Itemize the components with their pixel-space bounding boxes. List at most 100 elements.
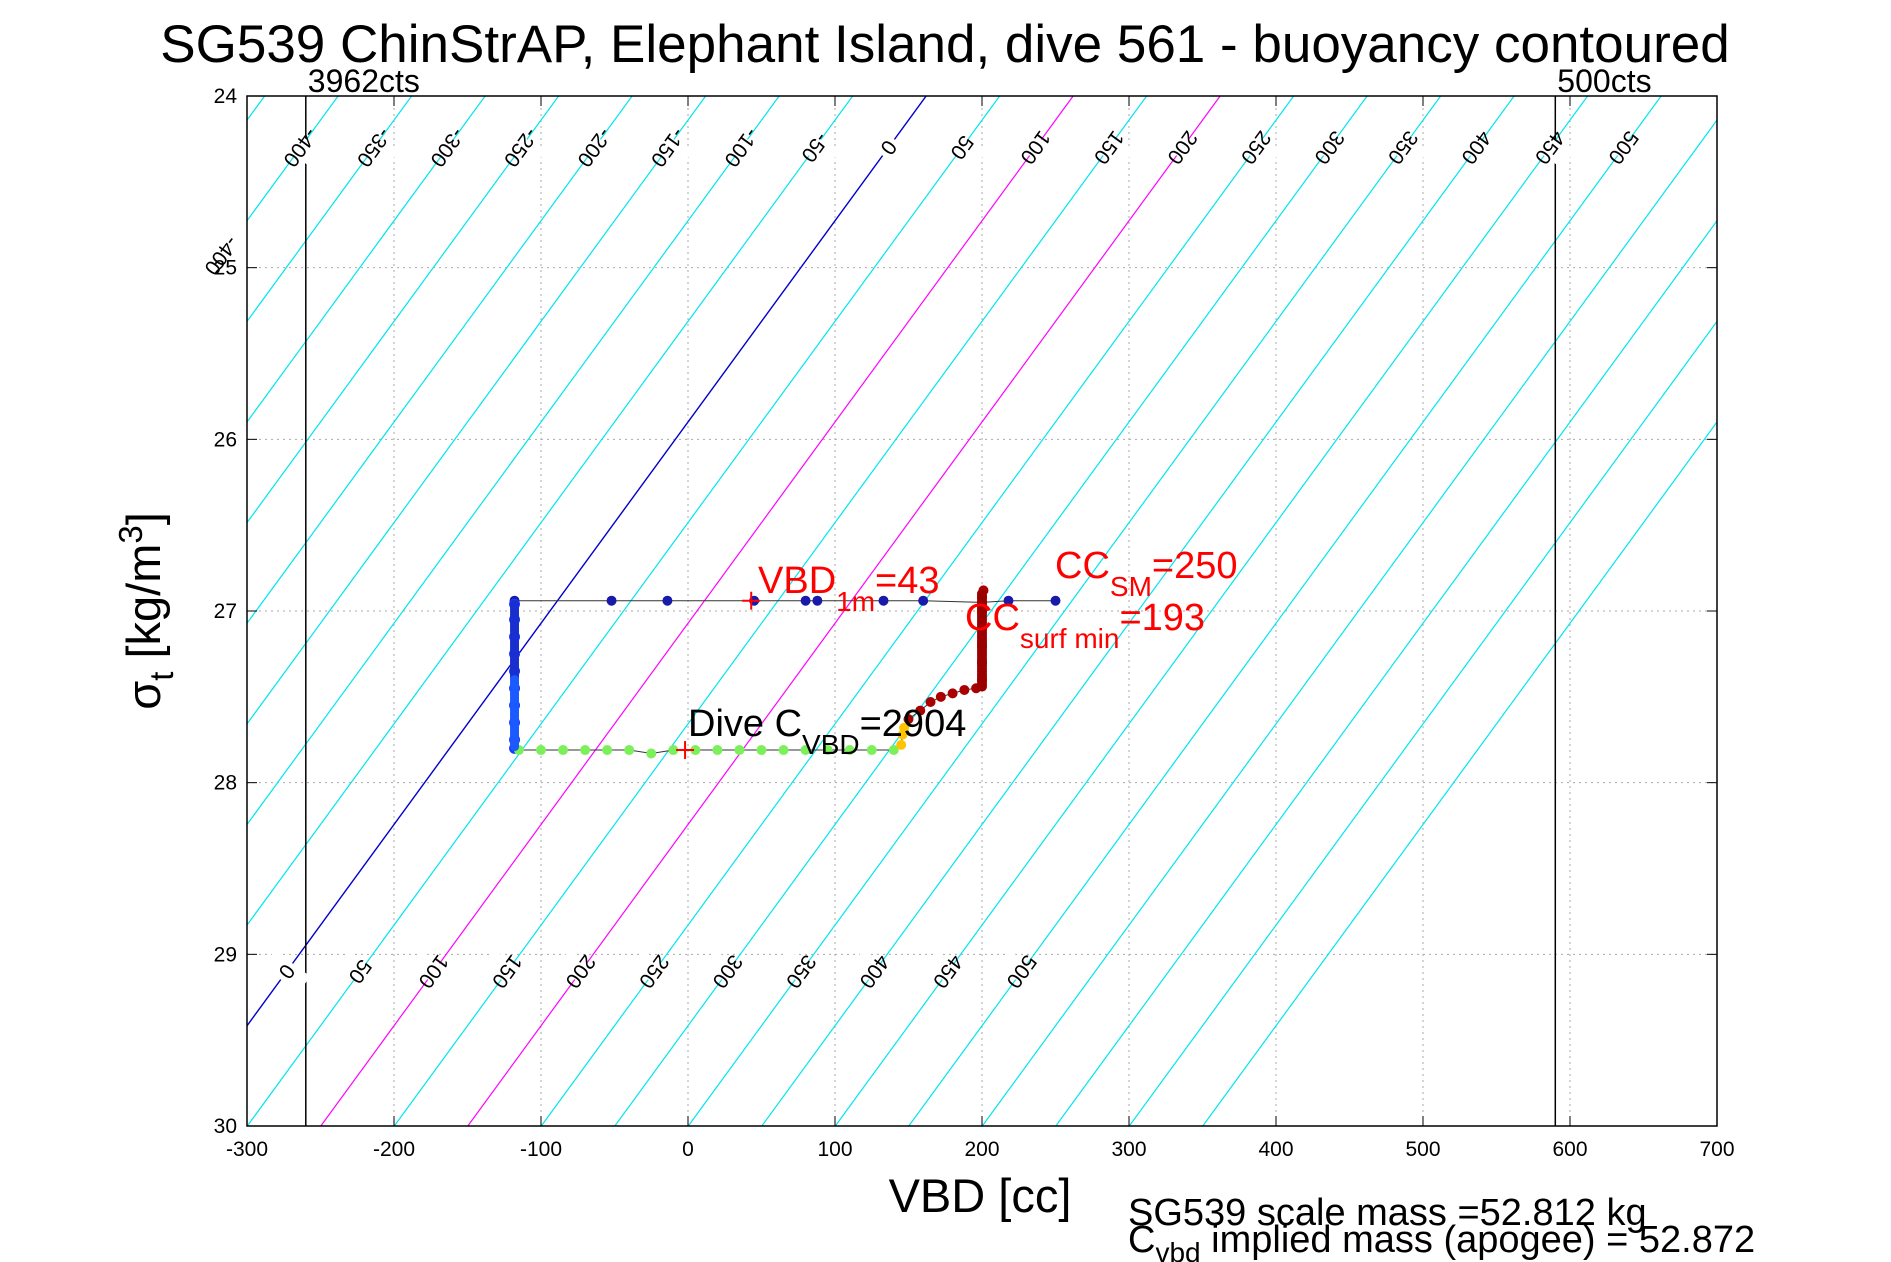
y-label-close: ] [117,512,170,525]
count-line-label: 3962cts [308,63,420,99]
data-point-ascent [903,714,914,725]
contour-line [540,96,1295,1126]
data-point-bottom [646,748,657,759]
contour-line [393,96,1148,1126]
contour-label-bg [350,126,398,169]
chart-title: SG539 ChinStrAP, Elephant Island, dive 5… [160,15,1729,74]
annotation-cc-sm-sub: SM [1110,571,1152,602]
contour-label-bg [1158,126,1207,169]
contour-line [0,96,44,1126]
data-point-descent-surface [800,595,811,606]
annotation-cc-surf-sub: surf min [1020,623,1120,654]
x-tick-label: 600 [1552,1138,1587,1161]
data-point-bottom [624,745,635,756]
contour-label-bg [1085,126,1133,169]
x-tick-label: -300 [226,1138,268,1161]
contour-label-bg [1526,126,1574,169]
contour-line [247,96,927,1027]
footer-scale-mass: SG539 scale mass =52.812 kg [1128,1192,1647,1234]
data-point-bottom [602,745,613,756]
contour-line [834,96,1589,1126]
count-line-label: 500cts [1557,63,1651,99]
contour-label-bg [644,126,692,169]
annotation-cc-sm-main: CC [1055,545,1110,587]
contour-line [247,96,560,524]
data-point-bottom [822,745,833,756]
data-point-descent-surface [812,595,823,606]
data-point-bottom [580,745,591,756]
y-tick-label: 25 [214,257,237,280]
x-tick-label: 300 [1111,1138,1146,1161]
data-point-bottom [800,745,811,756]
annotations: VBD1m=43 CCSM=250 CCsurf min=193 Dive CV… [688,545,1237,760]
y-label-sup: 3 [112,525,149,543]
contour-line [247,96,413,323]
annotation-cc-surf-min: CCsurf min=193 [965,597,1205,654]
contour-line [1202,421,1717,1126]
markers [676,591,761,760]
contour-label-bg [336,950,384,993]
contour-label-bg [483,950,531,993]
data-point-bottom [756,745,767,756]
contour-label-bg [497,126,545,169]
contour-line [761,96,1515,1126]
axis-ticks: -300 -200 -100 0 100 200 300 400 500 600 700 24 25 26… [214,85,1735,1161]
contour-label-bg [423,126,472,169]
annotation-cc-surf-main: CC [965,597,1020,639]
y-tick-label: 30 [214,1115,237,1138]
x-tick-label: 200 [964,1138,999,1161]
contour-label-bg [1379,126,1427,169]
contour-label-bg [717,126,766,169]
x-tick-label: 100 [817,1138,852,1161]
contour-labels: -400 -350 -300 -250 -200 -150 -100 -50 0 50 100 150… [199,123,1648,993]
annotation-cc-sm-value: =250 [1152,545,1238,587]
footer-cvbd-sub: vbd [1155,1237,1200,1262]
data-point-bottom [844,745,855,756]
contour-line [247,96,486,424]
contour-label-bg [409,950,458,993]
contour-line [687,96,1442,1126]
contour-label-bg [276,126,325,169]
contour-label-bg [1452,126,1501,169]
footer-implied-mass: Cvbd implied mass (apogee) = 52.872 [1128,1219,1755,1262]
annotation-vbd1m-value: =43 [875,560,939,602]
data-point-ascent [915,705,926,716]
contour-label-bg [938,126,986,169]
data-point-descent-surface [662,595,673,606]
data-point-bottom [712,745,723,756]
y-tick-label: 26 [214,428,237,451]
y-tick-label: 28 [214,772,237,795]
y-label-sigma: σ [117,681,170,710]
annotation-cc-surf-value: =193 [1119,597,1205,639]
contour-line [247,96,1001,1126]
contour-label-bg [1011,126,1060,169]
data-point-ascent-fill [977,681,987,692]
contour-label-bg [850,950,899,993]
y-label-sub: t [143,672,180,681]
contour-line [320,96,1074,1126]
data-point-ascent-yellow [899,722,910,733]
annotation-vbd1m: VBD1m=43 [758,560,940,617]
x-tick-label: 500 [1405,1138,1440,1161]
contour-label-bg [1305,126,1354,169]
count-lines: 3962cts 500cts [305,63,1652,1126]
y-axis-label: σt [kg/m3] [112,512,180,710]
x-tick-label: 400 [1258,1138,1293,1161]
data-point-ascent [935,691,946,702]
contour-line [614,96,1368,1126]
contour-line [247,96,633,625]
data-point-bottom [778,745,789,756]
x-axis-label: VBD [cc] [889,1169,1072,1222]
contour-label-bg [864,126,913,169]
svg-text:σt [kg/m3]: σt [kg/m3] [112,512,180,710]
contour-line [0,96,118,1126]
contour-line [1128,320,1717,1126]
data-point-ascent [947,688,958,699]
data-point-descent-surface [918,595,929,606]
data-point-bottom [558,745,569,756]
data-point-descent-surface [878,595,889,606]
y-tick-label: 24 [214,85,238,108]
y-tick-label: 29 [214,943,237,966]
annotation-dive-c-main: Dive C [688,703,802,745]
contour-line [247,96,707,725]
